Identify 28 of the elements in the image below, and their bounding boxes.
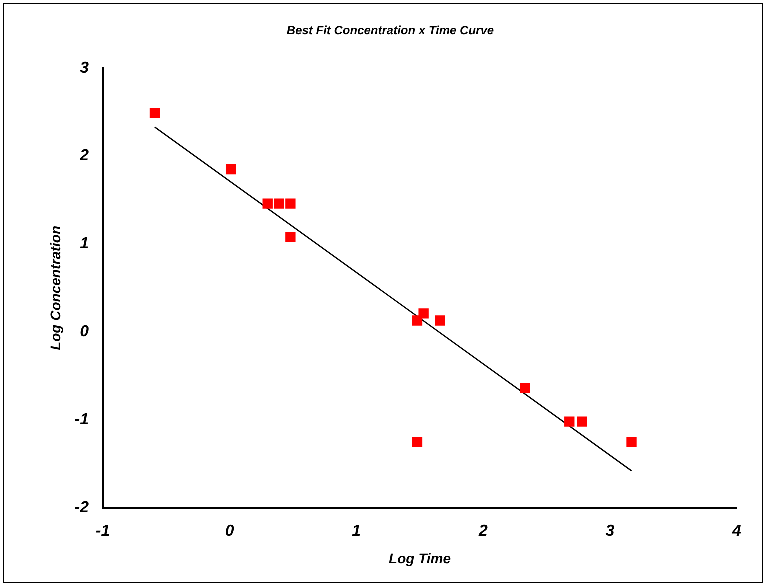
point	[435, 316, 446, 326]
chart-title: Best Fit Concentration x Time Curve	[286, 24, 494, 38]
point	[626, 436, 637, 448]
y-axis-title: Log Concentration	[47, 226, 64, 350]
x-tick-label: 2	[478, 523, 488, 540]
point	[564, 416, 575, 427]
x-tick-label: -1	[96, 523, 110, 540]
point	[412, 436, 423, 448]
y-tick-label: 3	[80, 60, 90, 77]
y-tick-label: 2	[79, 148, 90, 165]
point	[286, 198, 296, 209]
y-tick-label: 0	[80, 324, 90, 341]
point	[226, 164, 236, 175]
point	[150, 108, 160, 118]
x-tick-label: 3	[606, 523, 615, 540]
x-tick-label: 0	[225, 523, 234, 540]
point	[520, 383, 530, 394]
y-tick-label: 1	[80, 236, 90, 253]
x-axis-title: Log Time	[389, 550, 452, 566]
point	[418, 308, 429, 319]
point	[286, 232, 296, 242]
point	[262, 198, 273, 209]
point	[577, 416, 588, 427]
x-tick-label: 1	[352, 523, 362, 540]
y-tick-label: -1	[74, 411, 90, 428]
point	[274, 198, 284, 209]
y-tick-label: -2	[74, 499, 90, 516]
x-tick-label: 4	[732, 523, 742, 540]
